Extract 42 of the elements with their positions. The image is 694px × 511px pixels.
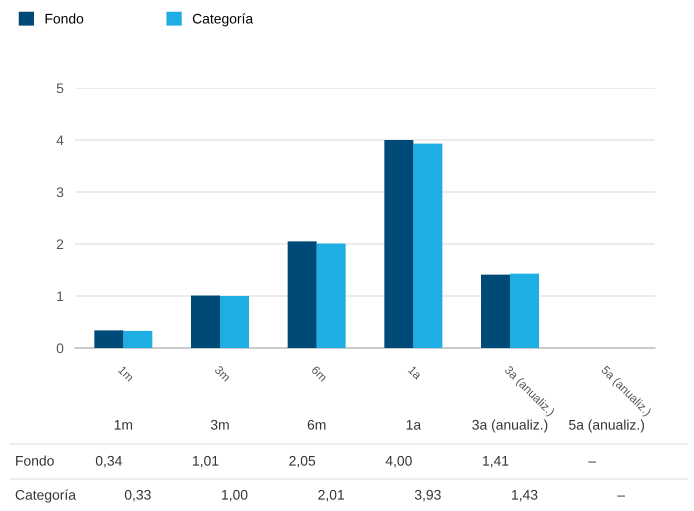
bar bbox=[94, 330, 124, 348]
bar bbox=[123, 330, 152, 348]
bar bbox=[191, 295, 220, 348]
text: Categoría bbox=[16, 489, 76, 503]
x-tick-label: 6m bbox=[310, 365, 328, 382]
y-tick-label: 0 bbox=[56, 343, 64, 354]
x-tick-label: 1m bbox=[118, 366, 134, 382]
y-tick-label: 4 bbox=[56, 135, 64, 146]
data-label: 1,43 bbox=[512, 490, 538, 502]
bar bbox=[413, 144, 442, 348]
data-label: 0,33 bbox=[124, 490, 151, 502]
x-tick-label: 1a bbox=[408, 366, 422, 380]
bar bbox=[510, 274, 539, 348]
category-label: 3a (anualiz.) bbox=[472, 420, 548, 432]
y-tick-label: 2 bbox=[56, 239, 64, 250]
data-label: 2,01 bbox=[318, 490, 344, 502]
y-tick-label: 5 bbox=[56, 83, 64, 94]
text: – bbox=[588, 462, 596, 463]
legend-label: Fondo bbox=[46, 13, 84, 24]
text: – bbox=[617, 496, 626, 497]
bar bbox=[316, 243, 346, 348]
legend-label: Categoría bbox=[192, 13, 254, 26]
text: Fondo bbox=[16, 456, 54, 466]
x-tick-label: 3m bbox=[214, 365, 231, 382]
data-label: 1,00 bbox=[222, 490, 248, 502]
y-tick-label: 1 bbox=[57, 291, 64, 302]
category-label: 5a (anualiz.) bbox=[569, 420, 644, 432]
data-label: 0,34 bbox=[96, 456, 122, 468]
data-label: 1,41 bbox=[483, 456, 508, 468]
bar bbox=[220, 296, 249, 348]
y-tick-label: 3 bbox=[56, 187, 64, 198]
bar bbox=[288, 241, 317, 348]
data-label: 1,01 bbox=[193, 456, 218, 468]
data-label: 2,05 bbox=[289, 456, 316, 468]
category-label: 1a bbox=[406, 420, 422, 430]
data-label: 3,93 bbox=[414, 490, 441, 502]
bar bbox=[384, 140, 414, 348]
bar bbox=[481, 274, 510, 348]
category-label: 6m bbox=[308, 420, 326, 430]
category-label: 3m bbox=[210, 420, 229, 430]
data-label: 4,00 bbox=[386, 456, 412, 468]
category-label: 1m bbox=[114, 420, 132, 430]
